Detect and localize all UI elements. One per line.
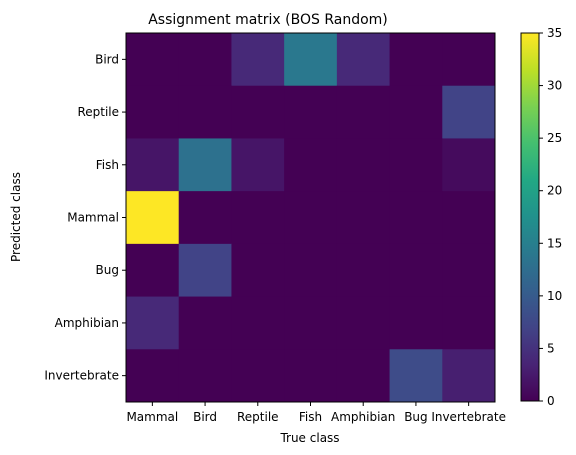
heatmap-cell bbox=[231, 191, 285, 245]
heatmap-cell bbox=[336, 138, 391, 192]
x-tick-label: Reptile bbox=[237, 410, 279, 424]
heatmap-cell bbox=[442, 138, 496, 192]
heatmap-cell bbox=[126, 296, 180, 350]
x-tick-label: Bird bbox=[193, 410, 217, 424]
y-tick-label: Bug bbox=[96, 263, 119, 277]
heatmap-cell bbox=[231, 349, 285, 403]
heatmap-cell bbox=[284, 138, 338, 192]
heatmap-cell bbox=[284, 349, 338, 403]
heatmap-cell bbox=[231, 296, 285, 350]
heatmap-cell bbox=[126, 33, 180, 87]
heatmap-cell bbox=[389, 243, 443, 298]
heatmap-cell bbox=[178, 296, 232, 350]
heatmap-cell bbox=[336, 85, 391, 139]
heatmap-cell bbox=[284, 85, 338, 139]
y-tick-label: Bird bbox=[95, 52, 119, 66]
y-tick-label: Reptile bbox=[77, 105, 119, 119]
heatmap-cell bbox=[442, 85, 496, 139]
heatmap-cell bbox=[389, 85, 443, 139]
x-tick-label: Fish bbox=[299, 410, 322, 424]
chart-title: Assignment matrix (BOS Random) bbox=[148, 12, 388, 28]
heatmap-cell bbox=[231, 138, 285, 192]
heatmap-cell bbox=[126, 349, 180, 403]
heatmap-cell bbox=[178, 191, 232, 245]
y-tick-label: Fish bbox=[96, 158, 119, 172]
colorbar-ticks: 0 5 10 15 20 25 30 35 bbox=[539, 26, 562, 408]
heatmap-cells bbox=[126, 33, 496, 403]
heatmap-cell bbox=[284, 33, 338, 87]
colorbar-tick-label: 10 bbox=[547, 289, 562, 303]
y-tick-label: Amphibian bbox=[55, 316, 119, 330]
colorbar-tick-label: 30 bbox=[547, 79, 562, 93]
x-axis-ticks: Mammal Bird Reptile Fish Amphibian Bug Inverte… bbox=[126, 402, 506, 424]
heatmap-cell bbox=[178, 349, 232, 403]
heatmap-cell bbox=[126, 191, 180, 245]
colorbar-tick-label: 5 bbox=[547, 341, 555, 355]
colorbar-tick-label: 15 bbox=[547, 236, 562, 250]
heatmap-cell bbox=[389, 349, 443, 403]
heatmap-cell bbox=[231, 243, 285, 298]
x-tick-label: Invertebrate bbox=[431, 410, 506, 424]
heatmap-cell bbox=[389, 191, 443, 245]
heatmap-cell bbox=[178, 138, 232, 192]
heatmap-cell bbox=[284, 296, 338, 350]
heatmap-cell bbox=[284, 191, 338, 245]
x-tick-label: Mammal bbox=[126, 410, 178, 424]
colorbar-tick-label: 20 bbox=[547, 184, 562, 198]
heatmap-cell bbox=[178, 33, 232, 87]
colorbar-tick-label: 0 bbox=[547, 394, 555, 408]
heatmap-cell bbox=[231, 33, 285, 87]
heatmap-cell bbox=[126, 243, 180, 298]
colorbar bbox=[520, 32, 540, 402]
heatmap-cell bbox=[389, 296, 443, 350]
y-axis-label: Predicted class bbox=[9, 172, 23, 262]
heatmap-cell bbox=[336, 243, 391, 298]
heatmap-cell bbox=[442, 191, 496, 245]
heatmap-cell bbox=[389, 138, 443, 192]
y-tick-label: Mammal bbox=[67, 211, 119, 225]
y-tick-label: Invertebrate bbox=[44, 369, 119, 383]
heatmap-cell bbox=[126, 138, 180, 192]
heatmap-cell bbox=[126, 85, 180, 139]
heatmap-cell bbox=[178, 243, 232, 298]
heatmap-cell bbox=[336, 296, 391, 350]
heatmap-cell bbox=[442, 296, 496, 350]
colorbar-tick-label: 25 bbox=[547, 131, 562, 145]
heatmap-cell bbox=[284, 243, 338, 298]
heatmap-cell bbox=[336, 191, 391, 245]
colorbar-tick-label: 35 bbox=[547, 26, 562, 40]
x-tick-label: Bug bbox=[404, 410, 427, 424]
heatmap-cell bbox=[336, 349, 391, 403]
heatmap-cell bbox=[336, 33, 391, 87]
y-axis-ticks: Bird Reptile Fish Mammal Bug Amphibian Inverte… bbox=[44, 52, 126, 383]
heatmap-cell bbox=[231, 85, 285, 139]
heatmap-cell bbox=[178, 85, 232, 139]
heatmap-cell bbox=[442, 349, 496, 403]
heatmap-cell bbox=[442, 243, 496, 298]
x-axis-label: True class bbox=[279, 431, 339, 445]
heatmap-cell bbox=[442, 33, 496, 87]
heatmap-cell bbox=[389, 33, 443, 87]
x-tick-label: Amphibian bbox=[331, 410, 395, 424]
